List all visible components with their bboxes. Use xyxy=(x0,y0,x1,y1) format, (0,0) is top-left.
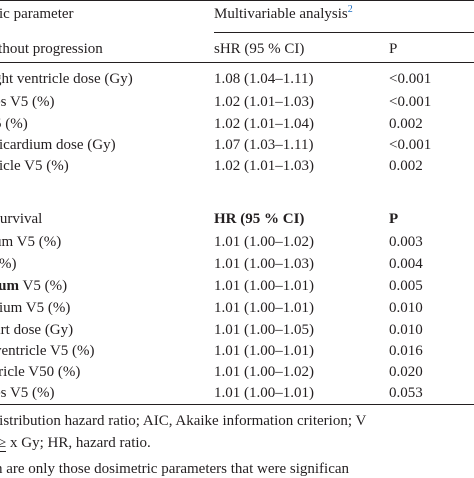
row-p: 0.020 xyxy=(389,364,423,380)
row-p: 0.016 xyxy=(389,343,423,359)
row-ratio: 1.01 (1.00–1.01) xyxy=(214,385,314,401)
row-param: 5 (%) xyxy=(0,116,28,132)
top-rule xyxy=(0,0,474,1)
row-p: 0.002 xyxy=(389,158,423,174)
header-analysis-label: Multivariable analysis2 xyxy=(214,5,353,23)
section2-title: survival xyxy=(0,211,43,227)
row-p: <0.001 xyxy=(389,137,432,153)
row-param: es V5 (%) xyxy=(0,94,55,110)
row-param: es V5 (%) xyxy=(0,385,55,401)
row-p: 0.053 xyxy=(389,385,423,401)
row-ratio: 1.01 (1.00–1.03) xyxy=(214,256,314,272)
row-param: ricardium dose (Gy) xyxy=(0,137,116,153)
row-ratio: 1.02 (1.01–1.04) xyxy=(214,116,314,132)
row-p: 0.010 xyxy=(389,300,423,316)
analysis-label-text: Multivariable analysis xyxy=(214,6,348,22)
ge-symbol: ≥ xyxy=(0,435,7,451)
section2-col-stat: HR (95 % CI) xyxy=(214,211,305,227)
header-param-label: ric parameter xyxy=(0,6,74,22)
row-p: 0.010 xyxy=(389,322,423,338)
section1-rule xyxy=(0,62,474,63)
row-param: (%) xyxy=(0,256,17,272)
section1-col-p: P xyxy=(389,41,398,57)
row-ratio: 1.01 (1.00–1.01) xyxy=(214,343,314,359)
row-ratio: 1.02 (1.01–1.03) xyxy=(214,94,314,110)
row-ratio: 1.01 (1.00–1.05) xyxy=(214,322,314,338)
footnote-ref[interactable]: 2 xyxy=(347,4,353,15)
row-ratio: 1.01 (1.00–1.02) xyxy=(214,234,314,250)
row-p: 0.005 xyxy=(389,278,423,294)
footnote-line-2: ≥ x Gy; HR, hazard ratio. xyxy=(0,434,151,452)
row-ratio: 1.07 (1.03–1.11) xyxy=(214,137,314,153)
row-ratio: 1.01 (1.00–1.01) xyxy=(214,300,314,316)
row-param: ium V5 (%) xyxy=(0,277,67,295)
row-param: um V5 (%) xyxy=(0,234,62,250)
row-param: ght ventricle dose (Gy) xyxy=(0,71,133,87)
row-ratio: 1.08 (1.04–1.11) xyxy=(214,71,314,87)
row-param: ricle V5 (%) xyxy=(0,158,69,174)
section1-title: ithout progression xyxy=(0,41,103,57)
row-param: tricle V50 (%) xyxy=(0,364,81,380)
row-param: ventricle V5 (%) xyxy=(0,343,95,359)
table-bottom-rule xyxy=(0,404,474,405)
row-p: 0.003 xyxy=(389,234,423,250)
row-p: 0.004 xyxy=(389,256,423,272)
footnote-line-1: listribution hazard ratio; AIC, Akaike i… xyxy=(0,413,367,429)
param-bold: ium xyxy=(0,278,20,294)
row-ratio: 1.01 (1.00–1.02) xyxy=(214,364,314,380)
footnote-line-2-text: x Gy; HR, hazard ratio. xyxy=(6,435,151,451)
row-ratio: 1.02 (1.01–1.03) xyxy=(214,158,314,174)
row-p: <0.001 xyxy=(389,94,432,110)
row-ratio: 1.01 (1.00–1.01) xyxy=(214,278,314,294)
section2-col-p: P xyxy=(389,211,399,227)
row-p: <0.001 xyxy=(389,71,432,87)
section1-col-stat: sHR (95 % CI) xyxy=(214,41,305,57)
footnote-line-3: n are only those dosimetric parameters t… xyxy=(0,461,350,477)
header-rule xyxy=(214,32,474,33)
row-param: rium V5 (%) xyxy=(0,300,71,316)
row-param: art dose (Gy) xyxy=(0,322,74,338)
row-p: 0.002 xyxy=(389,116,423,132)
param-rest: V5 (%) xyxy=(19,278,68,294)
